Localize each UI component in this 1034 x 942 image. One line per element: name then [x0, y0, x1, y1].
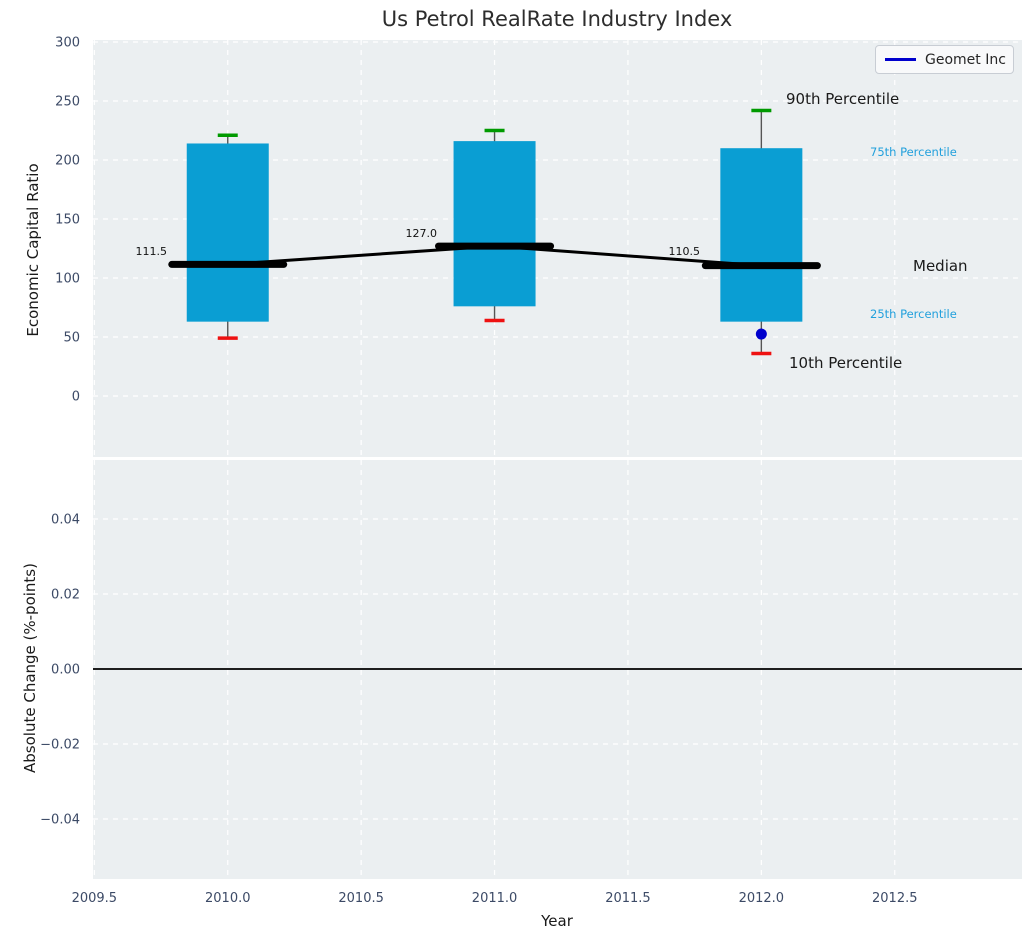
- percentile-box: [186, 143, 269, 322]
- y-tick-label-top: 300: [55, 36, 80, 51]
- chart-title: Us Petrol RealRate Industry Index: [381, 7, 733, 31]
- y-tick-label-bottom: 0.04: [51, 513, 80, 528]
- median-value-label-2010: 111.5: [135, 245, 168, 258]
- annotation-25th-percentile: 25th Percentile: [870, 307, 957, 321]
- annotation-median: Median: [913, 257, 968, 275]
- percentile-box: [453, 141, 536, 307]
- company-data-point: [755, 328, 767, 340]
- median-value-label-2011: 127.0: [405, 227, 438, 240]
- x-tick-label: 2009.5: [72, 891, 118, 906]
- y-tick-label-bottom: −0.04: [40, 813, 80, 828]
- y-tick-label-bottom: 0.00: [51, 663, 80, 678]
- median-value-label-2012: 110.5: [668, 245, 701, 258]
- x-tick-label: 2012.5: [872, 891, 918, 906]
- y-tick-label-top: 0: [72, 390, 80, 405]
- percentile-box: [720, 148, 803, 322]
- annotation-90th-percentile: 90th Percentile: [786, 90, 900, 108]
- y-axis-label-bottom: Absolute Change (%-points): [21, 563, 39, 773]
- y-tick-label-top: 100: [55, 272, 80, 287]
- y-axis-label-top: Economic Capital Ratio: [24, 163, 42, 337]
- x-tick-label: 2011.5: [605, 891, 651, 906]
- annotation-10th-percentile: 10th Percentile: [789, 354, 903, 372]
- y-tick-label-bottom: −0.02: [40, 738, 80, 753]
- legend-line-sample-icon: [885, 58, 916, 61]
- legend-label: Geomet Inc: [925, 51, 1006, 68]
- y-tick-label-top: 50: [63, 331, 80, 346]
- y-tick-label-bottom: 0.02: [51, 588, 80, 603]
- x-axis-label: Year: [541, 912, 573, 930]
- y-tick-label-top: 200: [55, 154, 80, 169]
- y-tick-label-top: 150: [55, 213, 80, 228]
- annotation-75th-percentile: 75th Percentile: [870, 145, 957, 159]
- y-tick-label-top: 250: [55, 95, 80, 110]
- x-tick-label: 2010.5: [338, 891, 384, 906]
- x-tick-label: 2011.0: [472, 891, 518, 906]
- x-tick-label: 2012.0: [739, 891, 785, 906]
- x-tick-label: 2010.0: [205, 891, 251, 906]
- legend: Geomet Inc: [875, 45, 1014, 74]
